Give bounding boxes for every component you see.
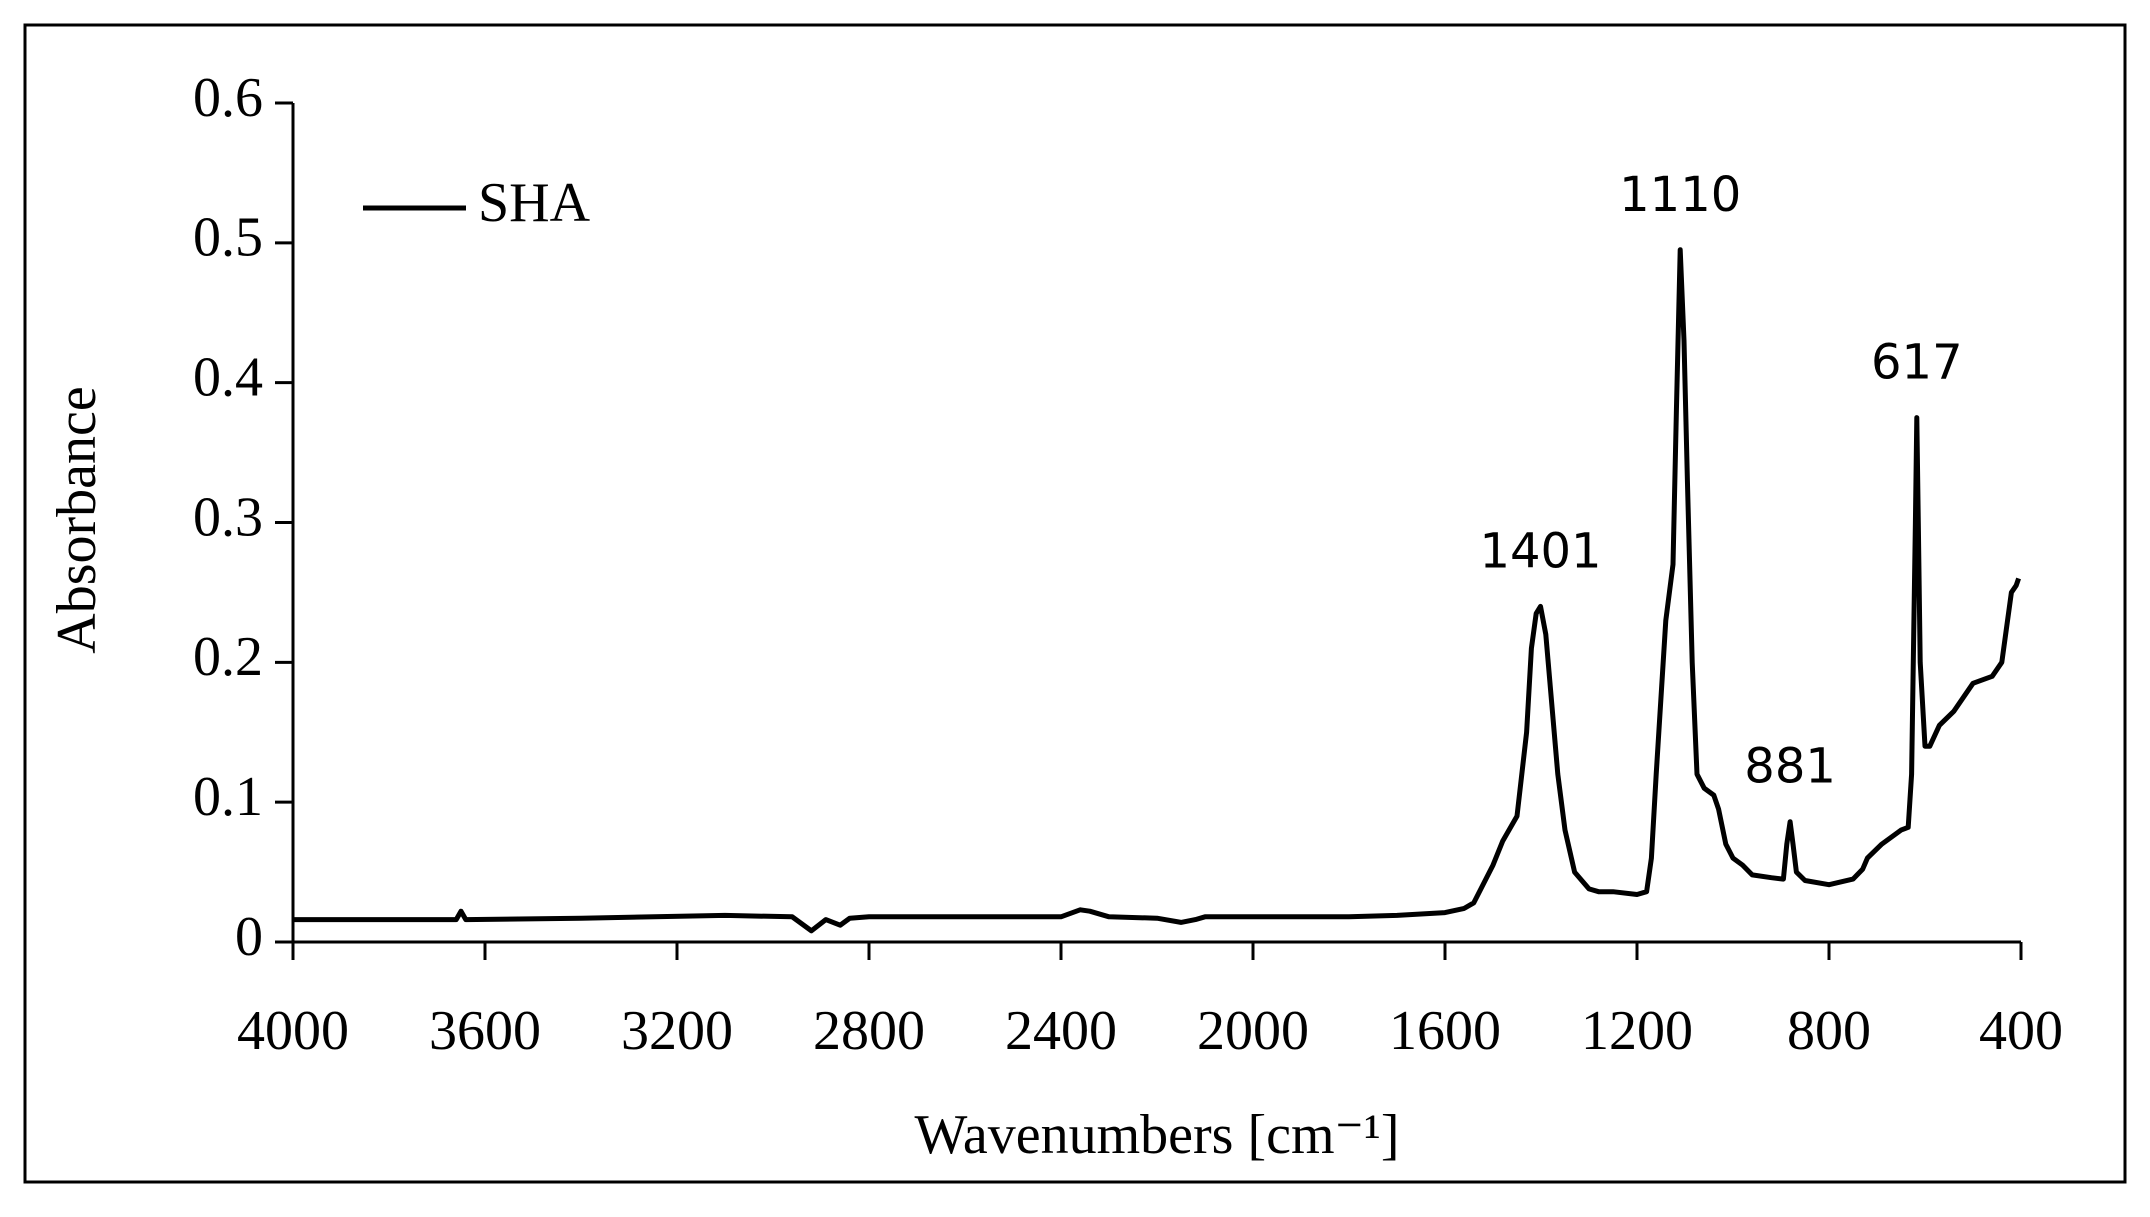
y-tick-label: 0.2: [193, 626, 263, 688]
x-tick-label: 3200: [621, 1000, 733, 1062]
x-axis-title: Wavenumbers [cm⁻¹]: [915, 1104, 1400, 1166]
peak-label: 881: [1744, 739, 1836, 795]
y-tick-label: 0.4: [193, 347, 263, 409]
data-line: [293, 247, 2021, 934]
peak-label: 617: [1871, 335, 1963, 391]
y-tick-label: 0.5: [193, 207, 263, 269]
x-tick-label: 2800: [813, 1000, 925, 1062]
peak-label: 1401: [1479, 523, 1601, 579]
x-tick-label: 3600: [429, 1000, 541, 1062]
x-tick-label: 2000: [1197, 1000, 1309, 1062]
x-tick-label: 2400: [1005, 1000, 1117, 1062]
x-tick-label: 1600: [1389, 1000, 1501, 1062]
y-tick-label: 0.6: [193, 67, 263, 129]
y-tick-label: 0.3: [193, 486, 263, 548]
y-tick-label: 0.1: [193, 766, 263, 828]
peak-label: 1110: [1619, 167, 1741, 223]
x-tick-label: 800: [1787, 1000, 1871, 1062]
x-tick-label: 1200: [1581, 1000, 1693, 1062]
x-tick-label: 400: [1979, 1000, 2063, 1062]
y-tick-label: 0: [235, 906, 263, 968]
y-axis-title: Absorbance: [46, 386, 108, 653]
x-tick-label: 4000: [237, 1000, 349, 1062]
frame: [23, 23, 2127, 1184]
legend-label: SHA: [478, 172, 591, 234]
